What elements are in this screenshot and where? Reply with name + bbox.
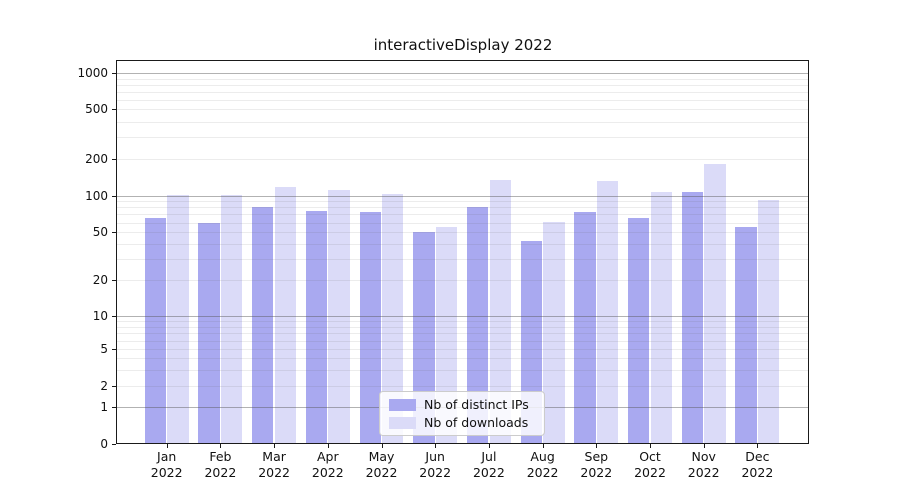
x-tick-may xyxy=(381,444,383,448)
x-tick-label-jul-2022: Jul 2022 xyxy=(472,449,505,480)
legend-swatch-distinct-ips-icon xyxy=(389,398,416,411)
y-tick-label-0: 0 xyxy=(100,437,108,451)
legend-swatch-downloads-icon xyxy=(389,416,416,429)
legend-label-downloads: Nb of downloads xyxy=(424,414,529,430)
y-tick-label-5: 5 xyxy=(100,342,108,357)
x-tick-label-mar-2022: Mar 2022 xyxy=(258,449,290,480)
legend: Nb of distinct IPs Nb of downloads xyxy=(379,391,545,436)
legend-label-distinct-ips: Nb of distinct IPs xyxy=(424,396,529,412)
x-tick-nov xyxy=(703,444,705,448)
x-tick-label-jun-2022: Jun 2022 xyxy=(419,449,452,480)
x-tick-label-oct-2022: Oct 2022 xyxy=(634,449,666,480)
y-tick-label-50: 50 xyxy=(92,225,108,240)
x-tick-label-nov-2022: Nov 2022 xyxy=(687,449,720,480)
x-tick-dec xyxy=(757,444,759,448)
x-tick-mar xyxy=(274,444,276,448)
y-tick-label-10: 10 xyxy=(92,309,108,323)
x-tick-label-sep-2022: Sep 2022 xyxy=(580,449,613,480)
x-tick-apr xyxy=(327,444,329,448)
y-tick-label-20: 20 xyxy=(92,273,108,287)
y-tick-label-100: 100 xyxy=(85,188,108,203)
x-tick-sep xyxy=(596,444,598,448)
chart-title: interactiveDisplay 2022 xyxy=(373,36,553,54)
y-tick-label-1: 1 xyxy=(100,399,108,414)
x-tick-jun xyxy=(435,444,437,448)
y-tick-0 xyxy=(112,444,116,445)
x-tick-label-dec-2022: Dec 2022 xyxy=(741,449,774,480)
x-tick-label-jan-2022: Jan 2022 xyxy=(150,449,183,480)
y-tick-label-1000: 1000 xyxy=(77,66,108,81)
x-tick-aug xyxy=(542,444,544,448)
x-tick-label-aug-2022: Aug 2022 xyxy=(526,449,559,480)
legend-item-downloads: Nb of downloads xyxy=(389,414,544,430)
x-tick-oct xyxy=(650,444,651,448)
x-tick-label-apr-2022: Apr 2022 xyxy=(311,449,344,480)
legend-item-distinct-ips: Nb of distinct IPs xyxy=(389,396,544,412)
x-tick-label-may-2022: May 2022 xyxy=(365,449,398,480)
y-tick-label-200: 200 xyxy=(85,152,108,167)
x-tick-jul xyxy=(488,444,490,448)
x-tick-label-feb-2022: Feb 2022 xyxy=(204,449,237,480)
plot-area xyxy=(116,60,809,444)
x-tick-feb xyxy=(220,444,222,448)
y-tick-label-2: 2 xyxy=(100,378,108,393)
x-tick-jan xyxy=(166,444,168,448)
y-tick-label-500: 500 xyxy=(85,102,108,117)
